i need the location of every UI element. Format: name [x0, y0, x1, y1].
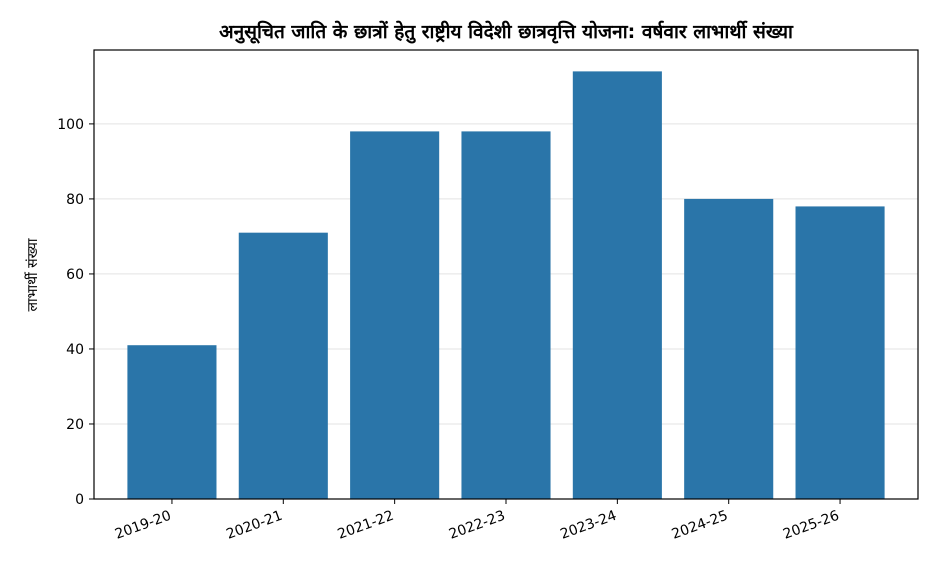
y-tick-label: 80	[66, 192, 84, 208]
y-tick-label: 40	[66, 342, 84, 358]
x-tick-label: 2023-24	[558, 508, 619, 543]
chart-title: अनुसूचित जाति के छात्रों हेतु राष्ट्रीय …	[219, 20, 794, 44]
y-tick-label: 100	[57, 117, 84, 133]
bar-2022-23	[461, 131, 551, 500]
plot-frame	[93, 49, 919, 500]
y-tick-label: 20	[66, 417, 84, 433]
bar-2024-25	[684, 198, 774, 500]
x-tick-label: 2024-25	[670, 508, 730, 543]
bar-2025-26	[795, 206, 885, 499]
x-tick-label: 2021-22	[336, 508, 396, 543]
y-tick-label: 0	[75, 492, 84, 508]
bars	[127, 71, 885, 500]
x-tick-label: 2019-20	[113, 508, 173, 543]
bar-2020-21	[238, 232, 328, 500]
x-tick-label: 2025-26	[781, 508, 842, 543]
x-tick-label: 2020-21	[224, 508, 284, 543]
bar-2023-24	[572, 71, 662, 499]
x-tick-label: 2022-23	[447, 508, 507, 543]
bar-2019-20	[127, 345, 217, 499]
y-axis-label: लाभार्थी संख्या	[24, 238, 41, 311]
y-tick-label: 60	[66, 267, 84, 283]
bar-2021-22	[350, 131, 440, 500]
